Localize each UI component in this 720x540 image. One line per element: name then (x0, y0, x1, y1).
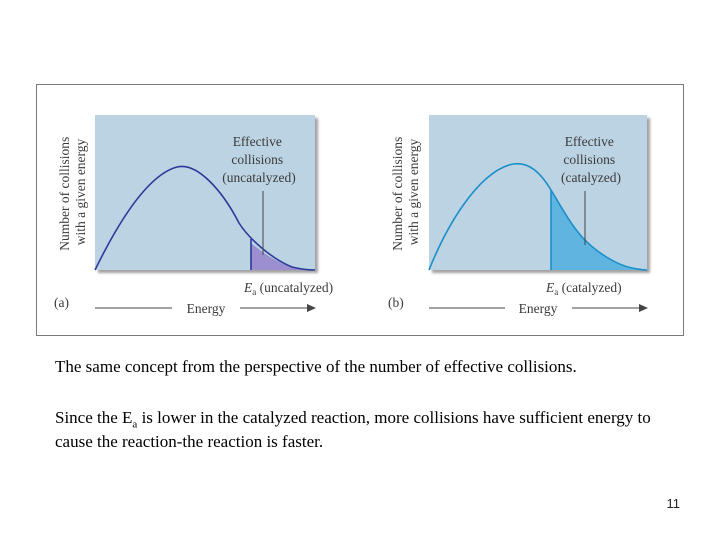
panel-b-label: (b) (388, 295, 404, 310)
caption-2: Since the Ea is lower in the catalyzed r… (55, 406, 655, 454)
panel-b-annotation: Effective collisions (catalyzed) (561, 134, 621, 185)
page-number: 11 (666, 496, 681, 511)
panel-a-y-axis-label: Number of collisions with a given energy (57, 133, 88, 250)
panel-a-background (95, 115, 315, 270)
panel-b-shaded-area (551, 190, 647, 270)
panel-a-distribution-curve (94, 165, 316, 271)
caption-2-part1: Since the E (55, 408, 133, 427)
caption-1: The same concept from the perspective of… (55, 357, 577, 376)
caption-2-part2: is lower in the catalyzed reaction, more… (55, 408, 651, 451)
panel-b-threshold-label: Ea (catalyzed) (545, 280, 622, 297)
figure-frame: Number of collisions with a given energy… (36, 84, 684, 336)
panel-a-axis-arrow-icon (307, 304, 316, 312)
panel-b-x-axis-label: Energy (519, 301, 558, 316)
panel-a-label: (a) (54, 295, 69, 310)
panel-a-threshold-label: Ea (uncatalyzed) (243, 280, 333, 297)
caption-2-subscript: a (132, 418, 138, 431)
panel-a: Number of collisions with a given energy… (54, 115, 333, 316)
panel-b-axis-arrow-icon (639, 304, 648, 312)
panel-a-shaded-area (251, 243, 315, 270)
panel-b-background (429, 115, 647, 270)
panel-b-y-axis-label: Number of collisions with a given energy (390, 133, 421, 250)
panel-b: Number of collisions with a given energy… (388, 115, 648, 316)
panel-b-distribution-curve (428, 162, 648, 271)
panel-a-x-axis-label: Energy (187, 301, 226, 316)
panel-a-annotation: Effective collisions (uncatalyzed) (222, 134, 295, 185)
